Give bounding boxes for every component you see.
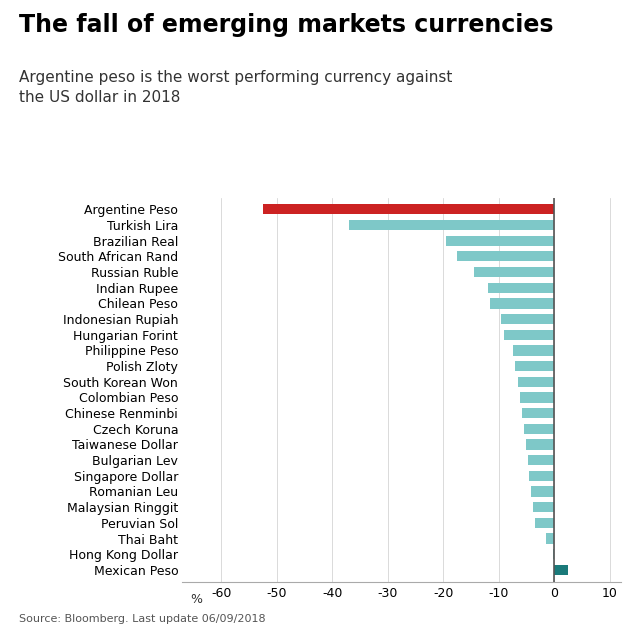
Bar bbox=[457, 252, 554, 262]
Bar bbox=[552, 549, 554, 559]
Bar bbox=[502, 314, 554, 324]
Text: B: B bbox=[548, 618, 557, 628]
Text: B: B bbox=[575, 618, 584, 628]
Text: %: % bbox=[191, 593, 203, 606]
Bar bbox=[518, 377, 554, 387]
Bar bbox=[546, 533, 554, 543]
Text: The fall of emerging markets currencies: The fall of emerging markets currencies bbox=[19, 13, 554, 36]
Bar bbox=[446, 236, 554, 246]
Bar bbox=[488, 283, 554, 293]
Bar bbox=[504, 330, 554, 340]
Bar bbox=[527, 455, 554, 465]
Bar bbox=[529, 471, 554, 481]
Bar bbox=[349, 220, 554, 230]
Bar bbox=[520, 392, 554, 403]
Bar bbox=[264, 204, 554, 214]
Text: Argentine peso is the worst performing currency against
the US dollar in 2018: Argentine peso is the worst performing c… bbox=[19, 70, 452, 105]
Bar bbox=[535, 518, 554, 528]
Bar bbox=[474, 267, 554, 277]
Bar bbox=[513, 346, 554, 356]
Bar bbox=[522, 408, 554, 418]
Bar bbox=[554, 564, 568, 575]
Bar bbox=[533, 502, 554, 512]
Text: -52.4%: -52.4% bbox=[278, 203, 330, 216]
Bar bbox=[515, 361, 554, 371]
Bar bbox=[524, 424, 554, 434]
Bar bbox=[490, 298, 554, 308]
Bar bbox=[531, 486, 554, 497]
Text: Source: Bloomberg. Last update 06/09/2018: Source: Bloomberg. Last update 06/09/201… bbox=[19, 614, 266, 624]
Text: C: C bbox=[603, 618, 611, 628]
Bar bbox=[527, 440, 554, 449]
